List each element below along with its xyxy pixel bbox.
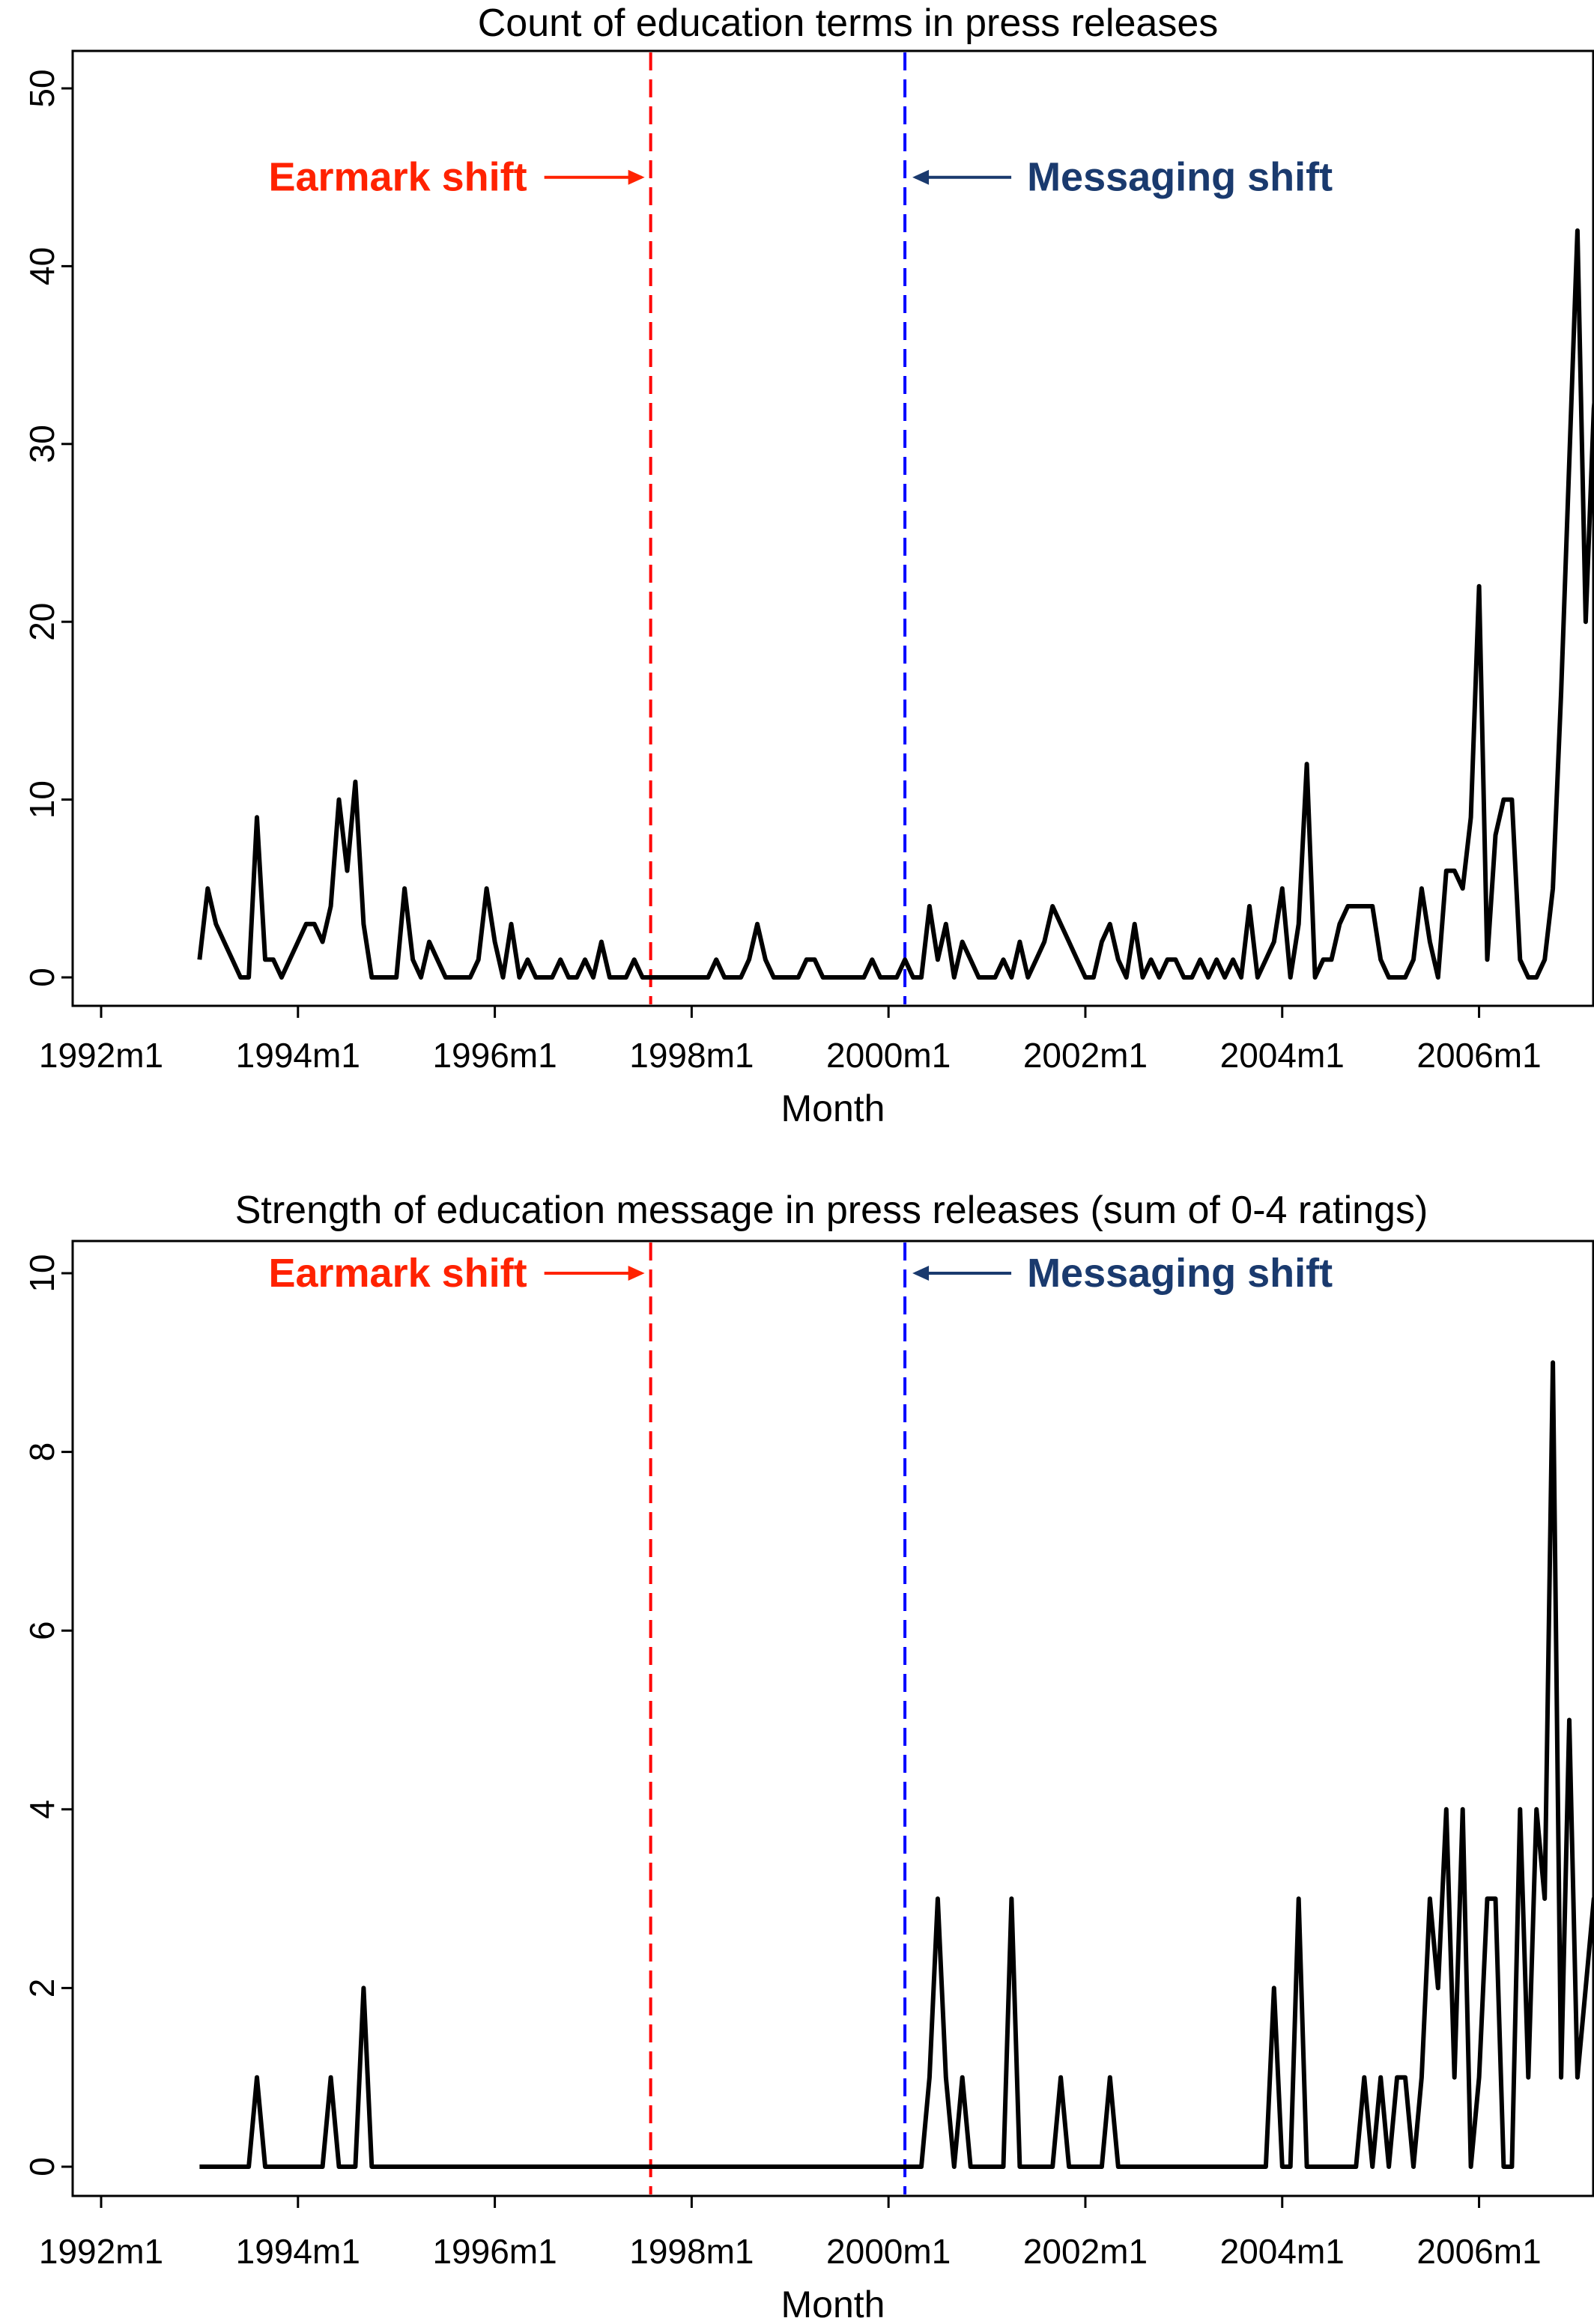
y-tick-label: 0	[22, 968, 61, 987]
x-tick-label: 2002m1	[1023, 2232, 1148, 2271]
arrow-head-icon	[912, 169, 930, 185]
annotations: Earmark shift Messaging shift	[268, 1251, 1333, 1296]
chart-title: Strength of education message in press r…	[235, 1189, 1428, 1232]
earmark-shift-label: Earmark shift	[268, 155, 527, 200]
y-tick-label: 30	[22, 425, 61, 463]
x-tick-label: 1996m1	[432, 1036, 557, 1075]
plot-area	[71, 49, 1594, 1007]
y-tick-label: 4	[22, 1800, 61, 1819]
y-tick-label: 50	[22, 69, 61, 107]
x-axis: 1992m1 1994m1 1996m1 1998m1 2000m1 2002m1 2004…	[39, 1006, 1542, 1075]
shift-lines	[649, 1243, 907, 2194]
y-tick-label: 6	[22, 1621, 61, 1640]
y-tick-label: 2	[22, 1979, 61, 1998]
earmark-shift-label: Earmark shift	[268, 1251, 527, 1296]
shift-lines	[649, 52, 907, 1004]
x-axis-label: Month	[781, 2284, 885, 2324]
x-tick-label: 1998m1	[629, 2232, 754, 2271]
x-tick-label: 2004m1	[1220, 2232, 1345, 2271]
panel-count: Count of education terms in press releas…	[22, 1, 1594, 1129]
y-axis: 0 2 4 6 8 10	[22, 1254, 73, 2176]
messaging-shift-label: Messaging shift	[1027, 155, 1333, 200]
arrow-head-icon	[628, 169, 645, 185]
y-tick-label: 20	[22, 603, 61, 641]
x-tick-label: 1992m1	[39, 2232, 163, 2271]
x-tick-label: 2004m1	[1220, 1036, 1345, 1075]
x-tick-label: 2006m1	[1416, 1036, 1541, 1075]
x-axis: 1992m1 1994m1 1996m1 1998m1 2000m1 2002m1 2004…	[39, 2196, 1542, 2271]
x-tick-label: 2000m1	[826, 1036, 951, 1075]
x-tick-label: 1994m1	[236, 2232, 360, 2271]
y-tick-label: 10	[22, 1254, 61, 1292]
x-axis-label: Month	[781, 1087, 885, 1129]
y-tick-label: 0	[22, 2157, 61, 2176]
y-tick-label: 8	[22, 1442, 61, 1462]
plot-area	[71, 1240, 1594, 2197]
y-axis: 0 10 20 30 40 50	[22, 69, 73, 987]
annotations: Earmark shift Messaging shift	[268, 155, 1333, 200]
arrow-head-icon	[628, 1266, 645, 1281]
x-tick-label: 1996m1	[432, 2232, 557, 2271]
x-tick-label: 1998m1	[629, 1036, 754, 1075]
y-tick-label: 40	[22, 247, 61, 285]
arrow-head-icon	[912, 1266, 930, 1281]
x-tick-label: 2006m1	[1416, 2232, 1541, 2271]
panel-strength: Strength of education message in press r…	[22, 1189, 1594, 2324]
series-line	[197, 228, 1594, 980]
chart-title: Count of education terms in press releas…	[478, 1, 1219, 45]
y-tick-label: 10	[22, 780, 61, 819]
x-tick-label: 1994m1	[236, 1036, 360, 1075]
messaging-shift-label: Messaging shift	[1027, 1251, 1333, 1296]
x-tick-label: 1992m1	[39, 1036, 163, 1075]
x-tick-label: 2000m1	[826, 2232, 951, 2271]
x-tick-label: 2002m1	[1023, 1036, 1148, 1075]
series-line	[199, 1360, 1594, 2169]
